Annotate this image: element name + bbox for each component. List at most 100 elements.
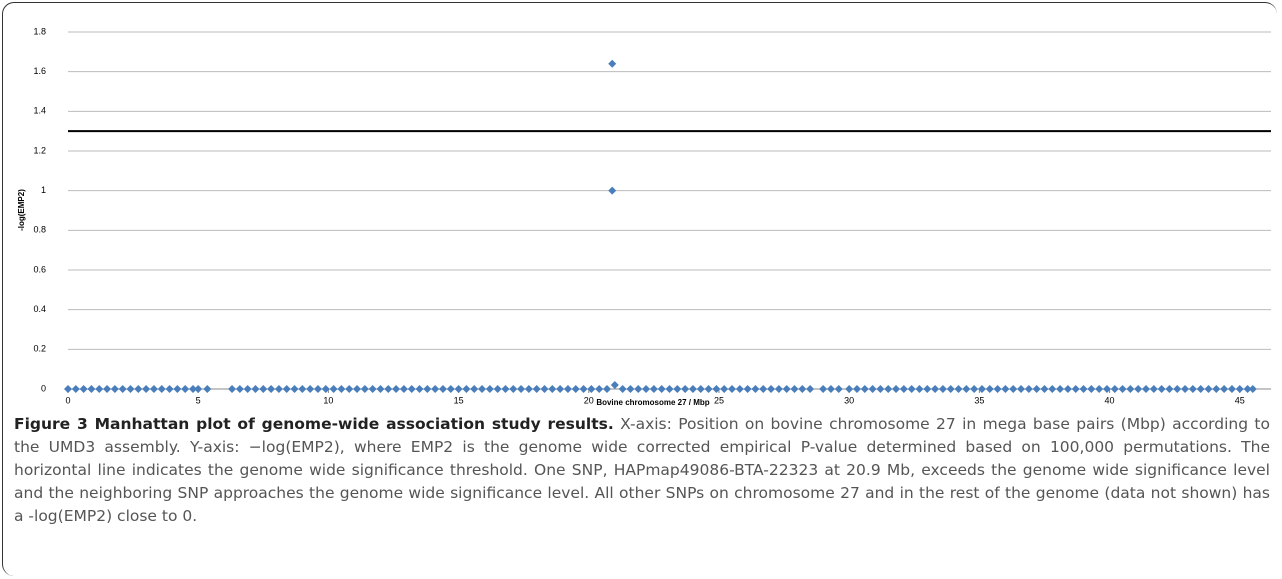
data-point — [157, 385, 166, 393]
data-point — [259, 385, 268, 393]
data-point — [819, 385, 828, 393]
data-point — [517, 385, 526, 393]
x-tick-label: 5 — [196, 395, 201, 405]
data-point — [118, 385, 127, 393]
data-point — [470, 385, 479, 393]
data-point — [563, 385, 572, 393]
data-point — [1118, 385, 1127, 393]
data-point — [1017, 385, 1026, 393]
y-tick-label: 1.6 — [33, 66, 46, 76]
data-point — [79, 385, 88, 393]
x-tick-label: 15 — [454, 395, 464, 405]
data-point — [915, 385, 924, 393]
data-point — [1087, 385, 1096, 393]
data-point — [1157, 385, 1166, 393]
data-point — [1181, 385, 1190, 393]
data-point — [274, 385, 283, 393]
data-point — [1196, 385, 1205, 393]
data-point — [603, 385, 612, 393]
data-point — [243, 385, 252, 393]
data-point — [64, 385, 72, 393]
data-point — [540, 385, 549, 393]
data-point — [95, 385, 104, 393]
data-point — [751, 385, 760, 393]
data-point — [1102, 385, 1111, 393]
y-tick-label: 1.4 — [33, 106, 46, 116]
data-point — [907, 385, 916, 393]
data-point — [1079, 385, 1088, 393]
data-point — [954, 385, 963, 393]
data-point — [845, 385, 854, 393]
data-point — [532, 385, 541, 393]
data-point — [556, 385, 565, 393]
data-point — [142, 385, 151, 393]
data-point — [759, 385, 768, 393]
data-point — [431, 385, 440, 393]
data-point — [899, 385, 908, 393]
data-point — [860, 385, 869, 393]
data-point — [1126, 385, 1135, 393]
x-tick-label: 35 — [974, 395, 984, 405]
data-point — [868, 385, 877, 393]
data-point — [313, 385, 322, 393]
data-point — [1173, 385, 1182, 393]
data-point — [681, 385, 690, 393]
caption-label: Figure 3 Manhattan plot of genome-wide a… — [14, 415, 614, 433]
data-point — [970, 385, 979, 393]
data-point — [782, 385, 791, 393]
data-point — [149, 385, 158, 393]
data-point — [290, 385, 299, 393]
data-point — [688, 385, 697, 393]
data-point — [321, 385, 330, 393]
data-point — [1235, 385, 1244, 393]
data-point — [571, 385, 580, 393]
data-point — [826, 385, 835, 393]
x-tick-label: 20 — [584, 395, 594, 405]
data-point — [165, 385, 174, 393]
data-point — [673, 385, 682, 393]
data-point — [727, 385, 736, 393]
data-point — [642, 385, 651, 393]
data-point — [1024, 385, 1033, 393]
data-point — [181, 385, 190, 393]
data-point — [360, 385, 369, 393]
data-point — [1048, 385, 1057, 393]
data-point — [415, 385, 424, 393]
data-point — [345, 385, 354, 393]
data-point — [1056, 385, 1065, 393]
data-point — [188, 385, 197, 393]
data-point — [704, 385, 713, 393]
data-point — [1188, 385, 1197, 393]
y-tick-label: 0.8 — [33, 225, 46, 235]
data-point — [1009, 385, 1018, 393]
data-point — [126, 385, 135, 393]
data-point — [626, 385, 635, 393]
data-point — [712, 385, 721, 393]
data-point — [329, 385, 338, 393]
data-point — [282, 385, 291, 393]
data-point — [454, 385, 463, 393]
data-point — [446, 385, 455, 393]
data-point — [1134, 385, 1143, 393]
data-point — [834, 385, 843, 393]
data-point — [892, 385, 901, 393]
data-point — [407, 385, 416, 393]
chart: Bovine chromosome 27 / Mbp -log(EMP2) 0 0… — [17, 26, 1271, 407]
data-point — [548, 385, 557, 393]
data-point — [876, 385, 885, 393]
data-point — [938, 385, 947, 393]
data-point — [1165, 385, 1174, 393]
y-tick-label: 0.6 — [33, 264, 46, 274]
data-point — [438, 385, 447, 393]
y-tick-label: 1.2 — [33, 145, 46, 155]
data-point — [1095, 385, 1104, 393]
data-point — [384, 385, 393, 393]
data-point — [134, 385, 143, 393]
x-axis-label: Bovine chromosome 27 / Mbp — [596, 398, 709, 407]
data-point — [790, 385, 799, 393]
data-point — [1204, 385, 1213, 393]
data-point — [509, 385, 518, 393]
data-point — [608, 59, 617, 68]
